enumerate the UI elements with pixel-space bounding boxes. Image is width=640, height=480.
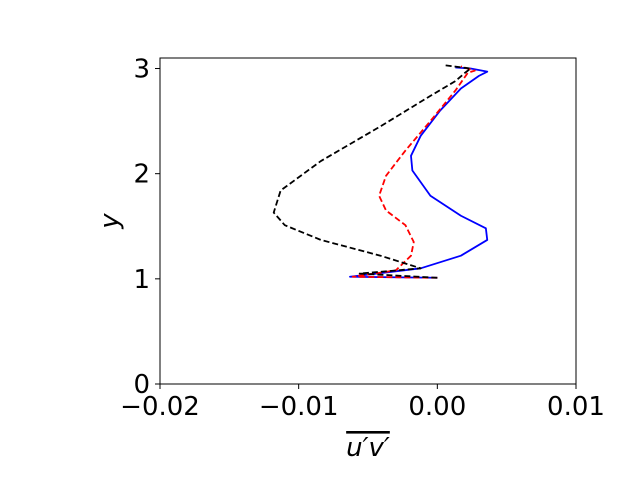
x-tick-label: −0.01 <box>259 392 339 422</box>
y-tick-label: 2 <box>133 160 150 190</box>
x-axis-label: u′v′ <box>346 433 390 463</box>
y-tick-label: 1 <box>133 265 150 295</box>
series-line <box>351 65 476 279</box>
y-tick-label: 0 <box>133 370 150 400</box>
x-tick-label: −0.02 <box>120 392 200 422</box>
series-line <box>272 64 472 279</box>
series-line <box>349 66 489 279</box>
plot-frame <box>159 57 577 385</box>
x-tick-label: 0.01 <box>547 392 605 422</box>
x-tick-label: 0.00 <box>408 392 466 422</box>
y-axis-label: y <box>95 213 125 230</box>
y-tick-label: 3 <box>133 55 150 85</box>
